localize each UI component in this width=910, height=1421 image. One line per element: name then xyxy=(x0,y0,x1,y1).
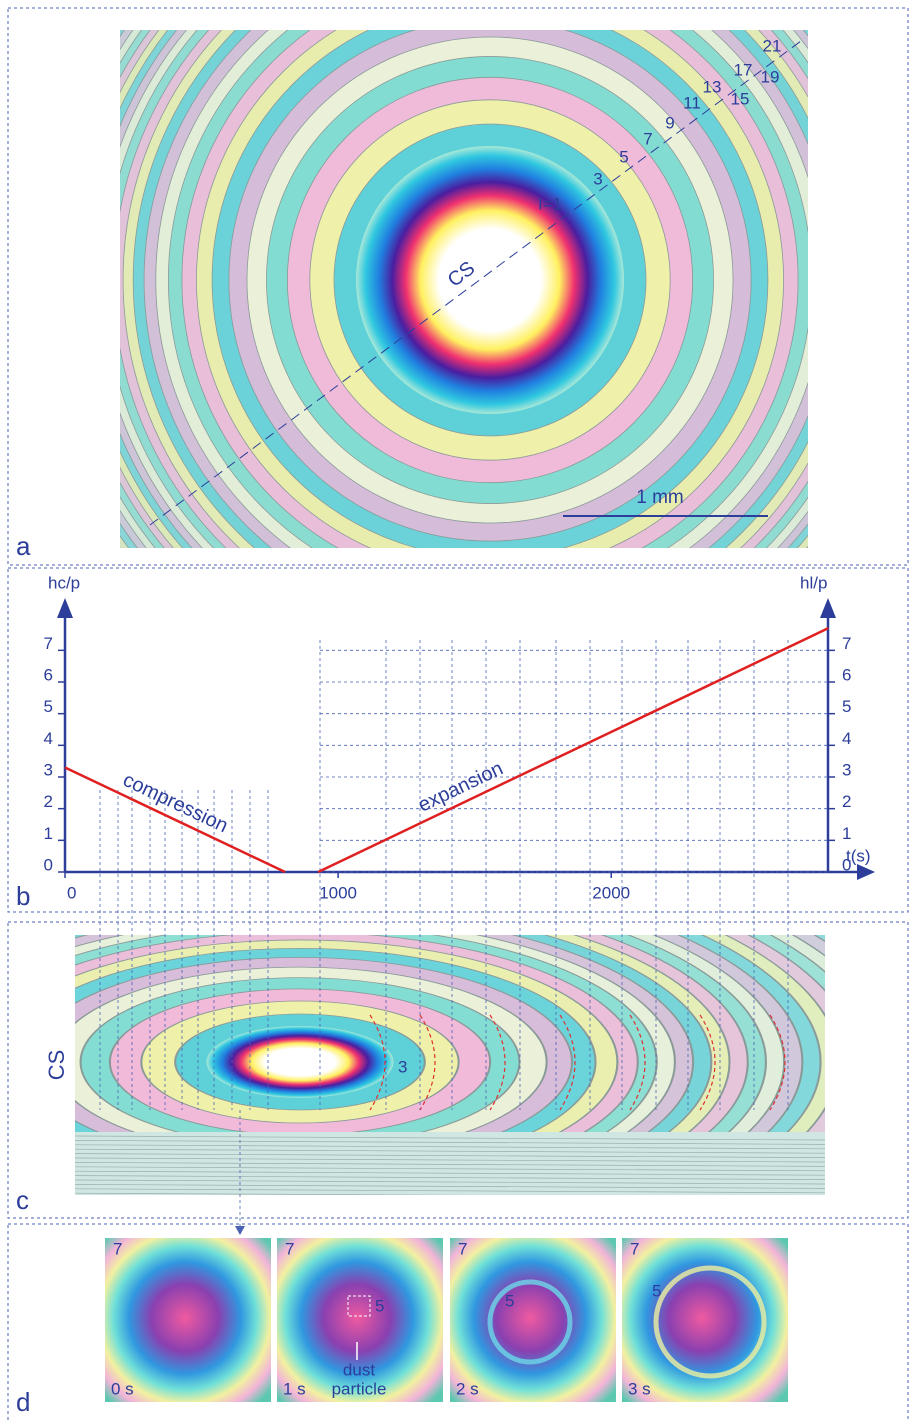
y2-tick-label: 2 xyxy=(842,792,851,811)
y2-tick-label: 5 xyxy=(842,697,851,716)
y2-tick-label: 1 xyxy=(842,824,851,843)
arrowhead xyxy=(235,1226,245,1235)
panel-label: b xyxy=(16,881,30,911)
fringe-label: 5 xyxy=(505,1291,514,1310)
snapshot xyxy=(73,1206,297,1421)
core xyxy=(206,1026,393,1098)
rings xyxy=(73,1206,297,1421)
fringe-label: 7 xyxy=(458,1239,467,1258)
y2-tick-label: 0 xyxy=(842,855,851,874)
time-label: 1 s xyxy=(283,1379,306,1398)
y-tick-label: 0 xyxy=(44,855,53,874)
fringe-label: 7 xyxy=(630,1239,639,1258)
fringe-label: 3 xyxy=(398,1057,407,1076)
arrowhead xyxy=(820,598,836,618)
y-tick-label: 4 xyxy=(44,729,53,748)
panel-label: a xyxy=(16,531,31,561)
core xyxy=(356,146,624,414)
fringe-label: 11 xyxy=(683,93,701,112)
fringe-label: 15 xyxy=(731,89,750,108)
lower-region xyxy=(75,1132,825,1195)
time-label: 2 s xyxy=(456,1379,479,1398)
fringe-label: 9 xyxy=(665,113,674,132)
series-line xyxy=(318,628,828,872)
y-tick-label: 7 xyxy=(44,634,53,653)
fringe-label: 21 xyxy=(763,36,782,55)
axis-label: hc/p xyxy=(48,573,80,592)
series-line xyxy=(65,768,285,873)
arrowhead xyxy=(857,864,875,880)
axis-label: hl/p xyxy=(800,573,827,592)
fringe-label: 5 xyxy=(375,1296,384,1315)
y2-tick-label: 3 xyxy=(842,760,851,779)
time-label: 0 s xyxy=(111,1379,134,1398)
snapshot xyxy=(590,1206,814,1421)
fringe-label: 5 xyxy=(652,1281,661,1300)
fringe-label: 17 xyxy=(734,60,753,79)
fringe-label: 19 xyxy=(761,67,780,86)
x-tick-label: 2000 xyxy=(592,883,630,902)
rings xyxy=(418,1206,642,1421)
figure: hc/phl/pt(s)0123456701234567010002000com… xyxy=(0,0,910,1421)
annotation: particle xyxy=(332,1379,387,1398)
time-label: 3 s xyxy=(628,1379,651,1398)
arrowhead xyxy=(57,598,73,618)
fringe-label: I=1 xyxy=(538,194,562,213)
panel-label: d xyxy=(16,1387,30,1417)
snapshot xyxy=(418,1206,642,1421)
series-label: compression xyxy=(119,769,231,838)
y-tick-label: 1 xyxy=(44,824,53,843)
series-label: expansion xyxy=(415,757,507,816)
fringe-label: 5 xyxy=(619,147,628,166)
rings xyxy=(590,1206,814,1421)
interferogram xyxy=(0,0,910,803)
y2-tick-label: 6 xyxy=(842,665,851,684)
y-tick-label: 2 xyxy=(44,792,53,811)
fringe-label: 13 xyxy=(703,77,722,96)
annotation: dust xyxy=(343,1360,375,1379)
fringe-label: 7 xyxy=(113,1239,122,1258)
y-tick-label: 5 xyxy=(44,697,53,716)
panel-label: c xyxy=(16,1185,29,1215)
x-tick-label: 0 xyxy=(67,883,76,902)
y-tick-label: 6 xyxy=(44,665,53,684)
panel-frame xyxy=(8,568,908,912)
y2-tick-label: 4 xyxy=(842,729,851,748)
fringe-label: 3 xyxy=(593,169,602,188)
y2-tick-label: 7 xyxy=(842,634,851,653)
x-tick-label: 1000 xyxy=(319,883,357,902)
rings xyxy=(0,0,910,803)
y-tick-label: 3 xyxy=(44,760,53,779)
fringe-label: 7 xyxy=(285,1239,294,1258)
scale-label: 1 mm xyxy=(636,487,684,508)
axis-label: CS xyxy=(44,1050,69,1081)
snapshots xyxy=(73,1206,814,1421)
fringe-label: 7 xyxy=(643,129,652,148)
